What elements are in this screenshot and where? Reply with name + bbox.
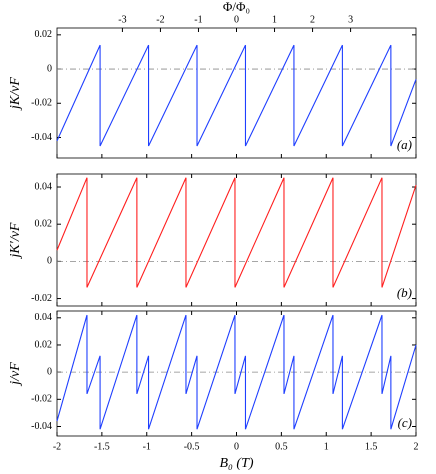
y-tick-label: -0.04: [31, 421, 52, 432]
y-tick-label: 0: [47, 366, 52, 377]
x-tick-label: -2: [53, 441, 61, 452]
data-line: [56, 44, 417, 147]
x-tick-label: 2: [414, 441, 419, 452]
x2-tick-label: 0: [234, 14, 239, 25]
y-tick-label: 0: [47, 256, 52, 267]
y-axis-label: j/vF: [8, 362, 23, 387]
x-tick-label: -0.5: [184, 441, 200, 452]
y-axis-label: jK′/vF: [8, 222, 23, 259]
plot-frame: [56, 173, 417, 307]
x2-tick-label: -2: [156, 14, 164, 25]
x-tick-label: 1.5: [365, 441, 378, 452]
x-tick-label: -1: [143, 441, 151, 452]
y-tick-label: 0: [47, 63, 52, 74]
y-tick-label: 0.02: [35, 29, 53, 40]
y-tick-label: 0.04: [35, 181, 53, 192]
plot-frame: [56, 27, 417, 159]
x-tick-label: -1.5: [94, 441, 110, 452]
panel-label: (a): [397, 137, 412, 152]
panel-label: (c): [398, 415, 412, 430]
x-tick-label: 1: [324, 441, 329, 452]
y-tick-label: -0.02: [31, 394, 52, 405]
x-tick-label: 0: [234, 441, 239, 452]
y-tick-label: -0.04: [31, 132, 52, 143]
y-axis-label: jK/vF: [8, 77, 23, 111]
x-axis-label: B₀ (T): [219, 456, 253, 471]
x2-tick-label: 1: [272, 14, 277, 25]
x2-tick-label: -1: [194, 14, 202, 25]
x2-tick-label: 2: [310, 14, 315, 25]
y-tick-label: -0.02: [31, 98, 52, 109]
y-tick-label: -0.02: [31, 293, 52, 304]
panel-label: (b): [397, 285, 412, 300]
data-line: [56, 314, 417, 430]
data-line: [56, 177, 417, 288]
x2-tick-label: 3: [348, 14, 353, 25]
x2-tick-label: -3: [118, 14, 126, 25]
x2-axis-label: Φ/Φ₀: [223, 0, 250, 14]
y-tick-label: 0.02: [35, 218, 53, 229]
y-tick-label: 0.04: [35, 312, 53, 323]
y-tick-label: 0.02: [35, 339, 53, 350]
x-tick-label: 0.5: [275, 441, 288, 452]
